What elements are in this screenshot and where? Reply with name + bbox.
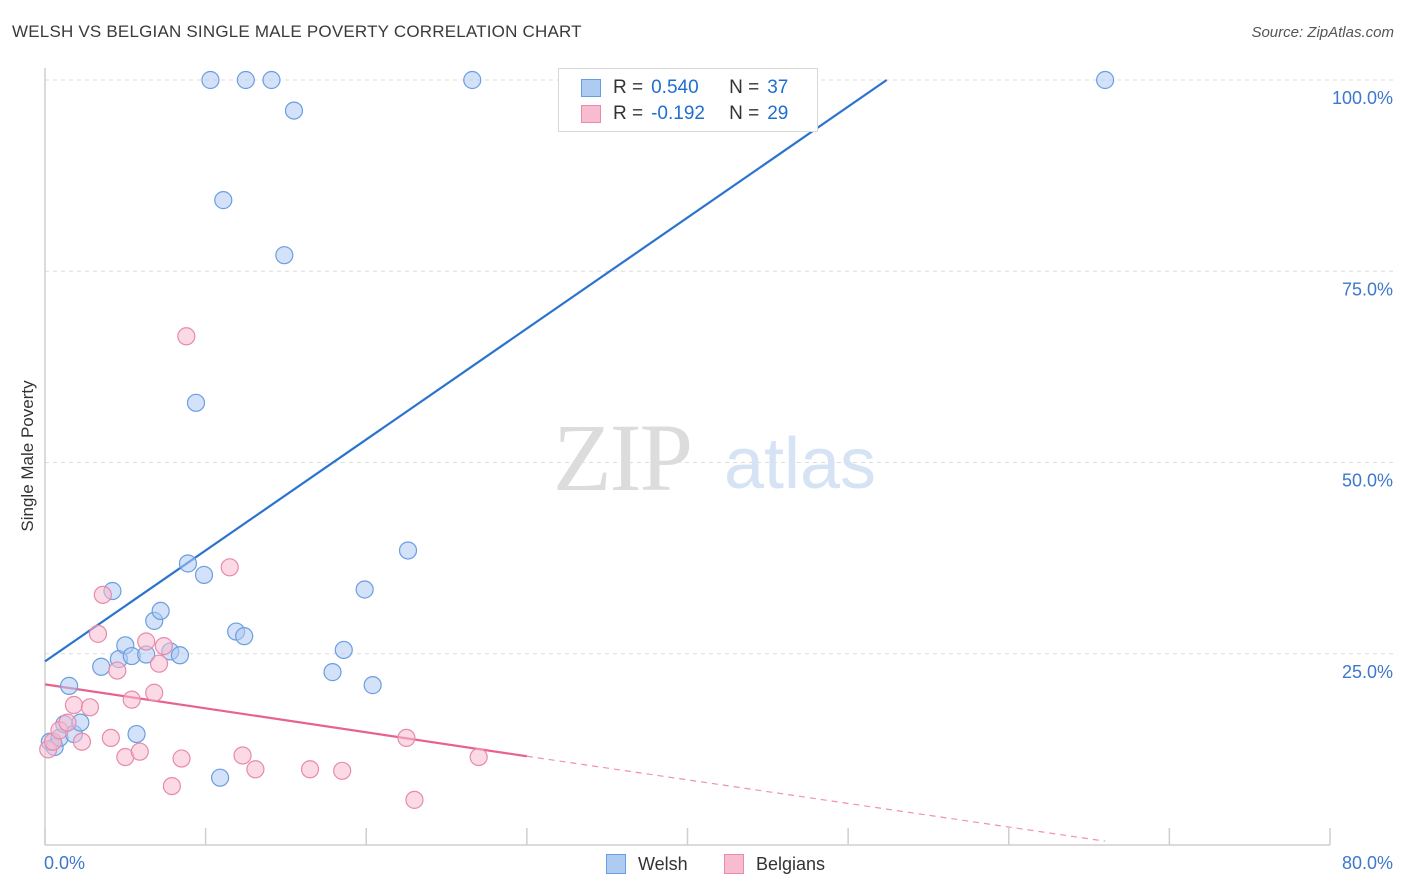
belgian-point [64,695,84,715]
legend-n-label: N = [729,77,760,98]
y-tick-label: 75.0% [1342,279,1393,299]
belgian-point [162,776,181,796]
welsh-point [334,640,353,660]
belgian-point [93,585,112,604]
belgian-point [246,760,265,779]
belgian-point [333,761,352,780]
belgian-point [130,742,149,761]
welsh-legend-label: Welsh [638,853,688,874]
belgian-point [145,683,164,702]
belgian-legend-swatch [724,854,744,874]
welsh-point [323,663,342,682]
welsh-point [262,70,281,90]
tick-labels: 25.0% 50.0% 75.0% 100.0% 0.0% 80.0% [44,88,1393,873]
belgian-point [177,327,196,346]
grid [45,79,1395,655]
belgian-point [149,654,169,673]
legend-n-value: 29 [767,103,789,124]
welsh-trend-line [44,79,888,663]
belgian-point [220,558,239,577]
y-tick-label: 25.0% [1342,662,1393,682]
watermark: ZIP atlas [553,404,876,511]
legend-r-value: -0.192 [651,103,705,124]
stats-legend: R = 0.540 N = 37 R = -0.192 N = 29 [558,68,818,132]
legend-r-value: 0.540 [651,77,699,98]
legend-r-label: R = [613,77,644,98]
welsh-point [59,676,79,695]
belgian-point [101,728,120,748]
belgian-point [469,747,488,767]
source-label: Source: ZipAtlas.com [1251,24,1394,41]
legend-r-label: R = [613,103,644,124]
x-tick-label: 0.0% [44,853,85,873]
belgian-point [80,698,100,717]
welsh-point [463,70,482,90]
welsh-point [398,541,418,560]
belgian-point [172,749,191,768]
watermark-atlas: atlas [724,424,876,504]
legend-row-belgians: R = -0.192 N = 29 [581,102,788,126]
belgian-point [137,632,156,651]
welsh-point [275,246,294,265]
belgian-trend-extension [526,755,1106,842]
axes [44,68,1331,846]
welsh-point [1096,70,1115,90]
welsh-point [210,768,230,787]
welsh-point [92,657,111,676]
welsh-point [151,601,170,621]
welsh-point [186,393,206,412]
legend-n-value: 37 [767,77,789,98]
belgian-point [72,732,92,751]
welsh-point [363,676,382,695]
belgian-point [397,728,416,748]
belgian-point [122,690,141,709]
belgian-point [154,636,173,656]
belgian-point [58,713,77,732]
welsh-point [355,580,374,599]
y-tick-label: 100.0% [1332,88,1393,108]
belgian-point [300,760,320,779]
belgian-point [108,661,127,680]
bottom-legend-belgians: Belgians [724,852,825,876]
welsh-point [235,627,254,646]
welsh-point [201,70,220,90]
welsh-point [236,70,255,90]
welsh-point [178,554,198,573]
y-tick-label: 50.0% [1342,471,1393,491]
watermark-zip: ZIP [553,404,691,511]
belgians-legend-label: Belgians [756,853,826,874]
belgian-point [233,746,252,765]
chart-title: WELSH VS BELGIAN SINGLE MALE POVERTY COR… [12,22,582,41]
y-axis-title: Single Male Poverty [18,380,37,532]
welsh-point [284,101,304,120]
data-points [39,70,1115,809]
welsh-point [127,724,146,744]
legend-n-label: N = [729,103,760,124]
legend-row-welsh: R = 0.540 N = 37 [581,76,788,100]
welsh-point [194,565,214,585]
belgian-swatch [581,105,601,123]
x-tick-label: 80.0% [1342,853,1393,873]
welsh-point [214,191,233,210]
belgian-point [88,624,108,643]
belgian-trend-line [44,683,528,758]
bottom-legend-welsh: Welsh [606,852,688,876]
welsh-point [170,646,190,665]
belgian-point [405,790,424,809]
welsh-legend-swatch [606,854,626,874]
welsh-swatch [581,79,601,97]
